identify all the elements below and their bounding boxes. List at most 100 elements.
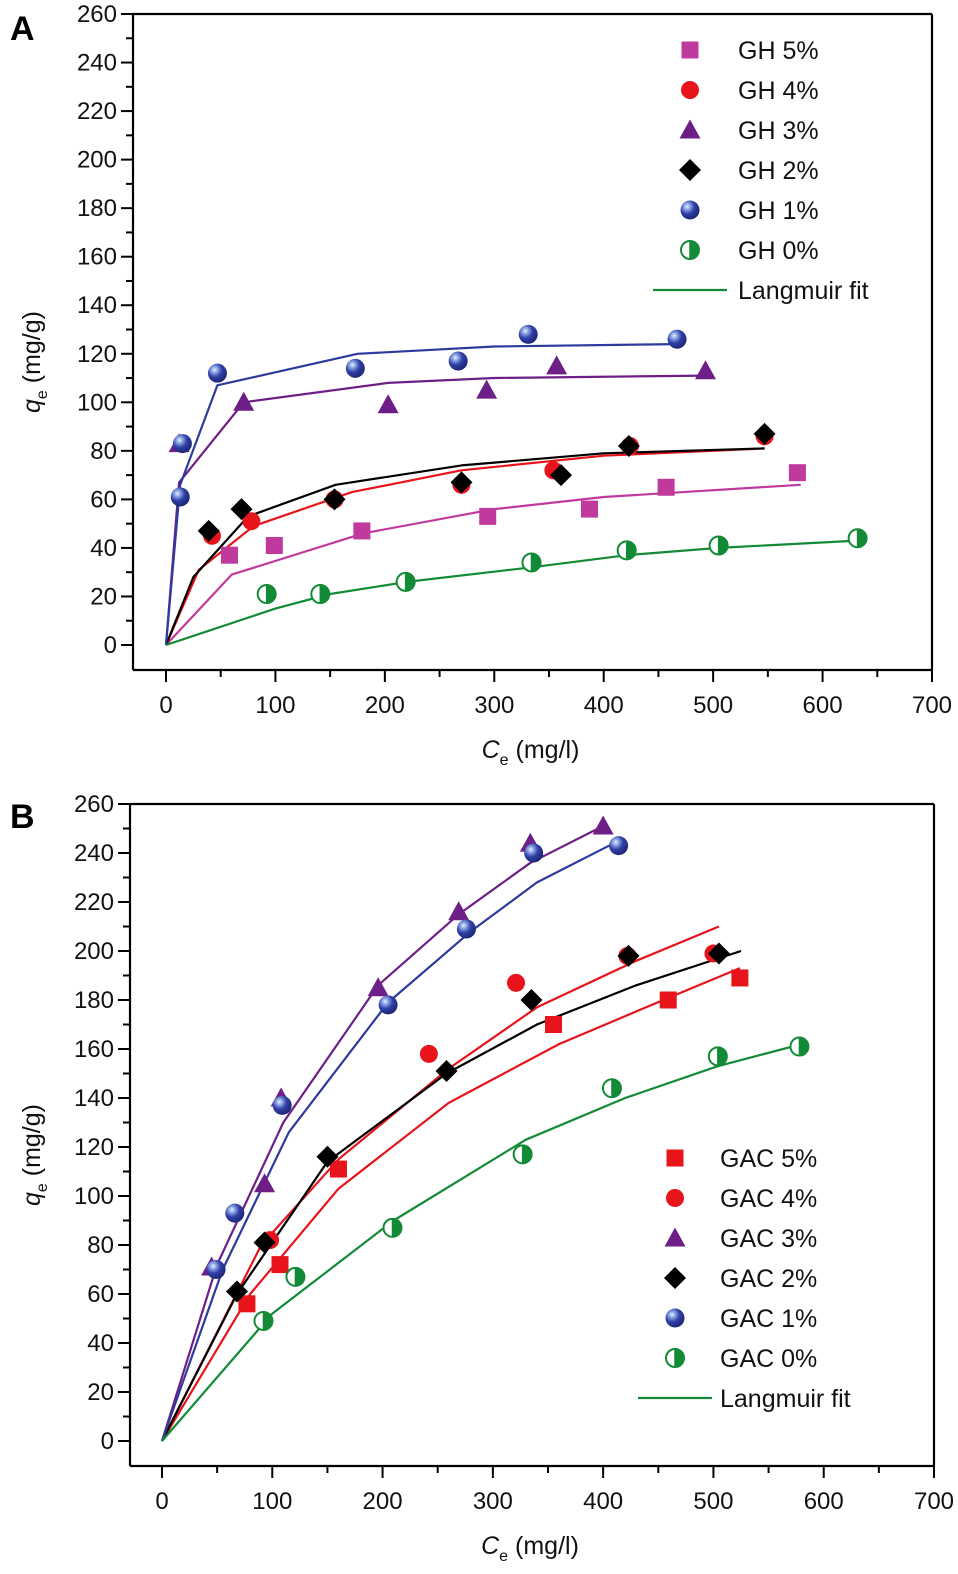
x-tick-label: 0 <box>159 692 172 719</box>
series-gac-3- <box>201 815 614 1276</box>
legend-item: GAC 3% <box>664 1225 817 1253</box>
legend-marker-half-circle <box>680 240 700 260</box>
data-point <box>242 512 261 531</box>
y-tick-label: 0 <box>104 632 117 659</box>
data-point <box>225 1203 245 1223</box>
y-tick-label: 200 <box>77 147 117 174</box>
data-point <box>170 487 190 507</box>
data-point <box>448 901 470 921</box>
x-tick-label: 400 <box>583 1488 623 1515</box>
x-tick-label: 500 <box>693 1488 733 1515</box>
y-axis-label-unit: (mg/g) <box>18 1104 46 1183</box>
legend-item: GAC 2% <box>664 1265 817 1293</box>
series-gh-3- <box>168 355 716 453</box>
y-axis-label-subscript: e <box>34 1183 51 1192</box>
data-point <box>395 571 416 592</box>
data-point <box>789 1036 810 1057</box>
y-tick-label: 60 <box>90 486 117 513</box>
fit-line-gac-1- <box>160 839 620 1442</box>
data-point-fill <box>295 1267 305 1286</box>
legend-marker-triangle <box>679 119 701 139</box>
legend-marker-circle <box>681 81 699 99</box>
panel-a: A 0 20 40 60 80 100 120 140 160 180 200 220 240 260 0 1… <box>10 1 952 769</box>
series-gac-4- <box>261 944 723 1250</box>
data-point <box>694 360 716 380</box>
x-tick-label: 0 <box>155 1488 168 1515</box>
data-point <box>353 522 371 540</box>
legend-marker-half-circle-fill <box>690 241 699 259</box>
x-axis-ticks: 0 100 200 300 400 500 600 700 <box>155 1466 954 1515</box>
data-point <box>545 1016 563 1033</box>
data-point <box>435 1060 458 1083</box>
legend-marker-square <box>681 41 699 59</box>
data-point <box>450 471 473 494</box>
y-axis-label-symbol: q <box>18 399 46 413</box>
legend-marker-sphere <box>665 1308 685 1328</box>
legend-label: GAC 2% <box>720 1265 817 1293</box>
panel-b: B 0 20 40 60 80 100 120 140 160 180 200 220 240 260 0 1… <box>10 791 954 1565</box>
x-tick-label: 400 <box>584 692 624 719</box>
data-point <box>367 977 389 997</box>
fit-line-gh-2- <box>164 447 765 646</box>
y-tick-label: 140 <box>74 1085 114 1112</box>
data-point <box>847 528 868 549</box>
series-gac-0- <box>253 1036 810 1331</box>
data-point <box>550 464 573 487</box>
x-axis-label: Ce (mg/l) <box>481 1532 579 1565</box>
data-point <box>207 363 227 383</box>
data-point <box>377 394 399 414</box>
x-tick-label: 600 <box>803 692 843 719</box>
data-point <box>225 1280 248 1303</box>
legend-label: GAC 1% <box>720 1305 817 1333</box>
legend-item-fit: Langmuir fit <box>638 1385 851 1413</box>
y-tick-label: 200 <box>74 938 114 965</box>
y-tick-label: 160 <box>77 244 117 271</box>
data-point <box>238 1295 256 1313</box>
data-point <box>272 1095 292 1115</box>
data-point <box>580 500 598 518</box>
y-tick-label: 40 <box>87 1330 114 1357</box>
y-tick-label: 0 <box>101 1428 114 1455</box>
axes-frame <box>131 12 934 672</box>
y-tick-label: 180 <box>77 195 117 222</box>
legend: GH 5% GH 4% GH 3% GH 2% GH 1% GH 0% Langmuir f… <box>653 37 869 305</box>
data-point <box>616 540 637 561</box>
axes-frame <box>128 802 936 1468</box>
data-point-fill <box>626 541 636 560</box>
legend-label-fit: Langmuir fit <box>720 1385 851 1413</box>
x-tick-label: 500 <box>693 692 733 719</box>
legend-item: GH 0% <box>680 237 819 265</box>
legend-marker-diamond <box>664 1267 686 1289</box>
panel-a-letter: A <box>10 10 35 48</box>
x-axis-label-subscript: e <box>500 752 509 769</box>
x-tick-label: 200 <box>363 1488 403 1515</box>
data-point <box>708 535 729 556</box>
data-point-fill <box>717 1047 727 1066</box>
data-point-fill <box>320 585 330 604</box>
legend-item: GAC 4% <box>666 1185 817 1213</box>
legend-item: GH 1% <box>680 197 819 225</box>
data-point <box>601 1078 622 1099</box>
y-tick-label: 240 <box>77 50 117 77</box>
fit-line-gh-0- <box>165 539 858 647</box>
y-axis-label-unit: (mg/g) <box>18 311 46 390</box>
data-point <box>479 507 497 525</box>
x-axis-label-unit: (mg/l) <box>509 736 580 764</box>
data-point <box>667 329 687 349</box>
data-point-fill <box>611 1079 621 1098</box>
legend-marker-half-circle <box>665 1348 685 1368</box>
y-axis-label: qe (mg/g) <box>18 311 51 413</box>
series-gh-0- <box>256 528 868 605</box>
y-axis-label: qe (mg/g) <box>18 1104 51 1206</box>
y-tick-label: 20 <box>87 1379 114 1406</box>
y-tick-label: 240 <box>74 840 114 867</box>
x-axis-label-unit: (mg/l) <box>508 1532 579 1560</box>
fit-line-gac-4- <box>161 925 720 1442</box>
data-point-fill <box>718 536 728 555</box>
series-gac-5- <box>238 969 749 1313</box>
data-point <box>617 434 640 457</box>
data-point-fill <box>531 553 541 572</box>
fit-line-gac-3- <box>160 825 604 1442</box>
legend-label: GH 0% <box>738 237 819 265</box>
data-point <box>518 324 538 344</box>
